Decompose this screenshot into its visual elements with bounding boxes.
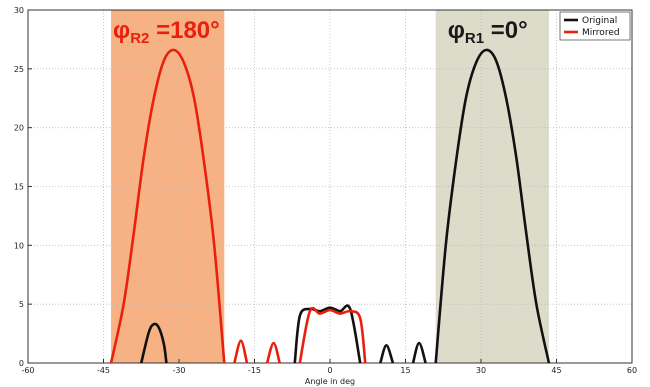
legend-box (559, 11, 631, 41)
legend-label-original: Original (582, 16, 617, 26)
series-original-lobe-3 (379, 344, 395, 364)
grid (28, 10, 632, 363)
series-original-lobe-1 (139, 322, 168, 364)
x-tick-label: 0 (327, 366, 332, 375)
legend-label-mirrored: Mirrored (582, 28, 620, 38)
x-tick-label: -30 (172, 366, 185, 375)
y-tick-label: 15 (14, 183, 24, 192)
series-lines (109, 48, 551, 364)
x-tick-label: 45 (551, 366, 561, 375)
x-tick-label: -45 (97, 366, 110, 375)
x-axis-label: Angle in deg (305, 377, 355, 386)
y-tick-label: 30 (14, 6, 24, 15)
x-tick-label: 30 (476, 366, 486, 375)
x-axis: -60 -45 -30 -15 0 15 30 45 60 (21, 359, 637, 375)
x-tick-label: -60 (21, 366, 34, 375)
series-mirrored-lobe-1 (109, 48, 226, 364)
y-tick-label: 0 (19, 359, 24, 368)
y-tick-label: 20 (14, 124, 24, 133)
y-tick-label: 5 (19, 300, 24, 309)
region-labels: φR2 =180° φR1 =0° (113, 17, 528, 47)
series-mirrored-lobe-2 (233, 339, 249, 364)
series-original-lobe-4 (411, 341, 427, 364)
series-original-lobe-2 (293, 304, 362, 364)
legend: Original Mirrored (559, 11, 631, 41)
x-tick-label: 60 (627, 366, 637, 375)
series-mirrored-lobe-3 (265, 341, 281, 364)
series-mirrored-lobe-4 (298, 306, 367, 364)
region-label-2: φR1 =0° (448, 17, 528, 47)
y-tick-label: 25 (14, 65, 24, 74)
series-original-lobe-5 (434, 48, 551, 364)
region-label-1: φR2 =180° (113, 17, 220, 47)
y-axis: 0 5 10 15 20 25 30 (14, 6, 32, 368)
y-tick-label: 10 (14, 241, 24, 250)
x-tick-label: -15 (248, 366, 261, 375)
x-tick-label: 15 (400, 366, 410, 375)
